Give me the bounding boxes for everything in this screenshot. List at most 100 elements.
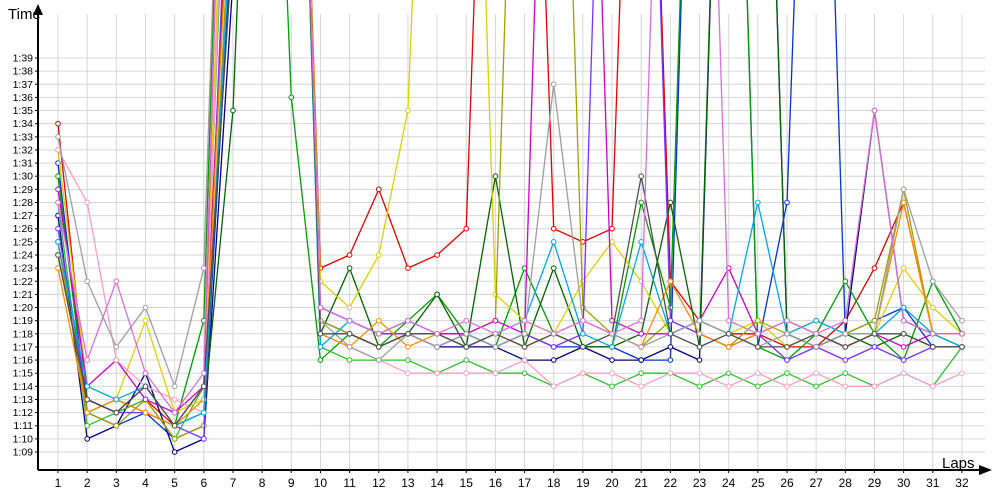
data-point-orchid	[521, 317, 528, 324]
y-tick-label: 1:32	[13, 144, 34, 156]
data-point-lime	[725, 370, 732, 376]
data-point-orchid	[755, 330, 761, 337]
data-point-pink	[696, 370, 703, 376]
data-point-gray	[113, 344, 120, 350]
x-tick-label: 22	[664, 476, 678, 490]
x-tick-label: 3	[113, 476, 120, 490]
y-tick-label: 1:25	[13, 236, 34, 248]
y-tick-label: 1:24	[13, 249, 34, 261]
x-tick-label: 16	[489, 476, 503, 490]
data-point-orange	[84, 409, 90, 416]
x-tick-label: 20	[605, 476, 619, 490]
data-point-cyan	[638, 239, 645, 245]
data-point-cyan	[55, 239, 61, 245]
y-tick-label: 1:09	[13, 446, 34, 458]
x-tick-label: 8	[259, 476, 266, 490]
y-tick-label: 1:30	[13, 171, 34, 183]
data-point-pink	[900, 370, 907, 376]
data-point-dark-gray	[346, 330, 353, 337]
data-point-navy	[609, 357, 615, 363]
data-point-navy	[638, 357, 645, 363]
x-tick-label: 32	[955, 476, 969, 490]
y-axis-title: Time	[8, 6, 41, 23]
data-point-cyan	[113, 396, 120, 403]
data-point-pink	[84, 199, 90, 206]
data-point-dark-green	[434, 291, 440, 298]
data-point-lime	[755, 383, 761, 390]
data-point-orchid	[959, 330, 965, 337]
data-point-gray	[375, 357, 382, 363]
data-point-red	[550, 225, 557, 232]
data-point-gray	[55, 133, 61, 140]
x-tick-label: 9	[288, 476, 295, 490]
data-point-navy	[696, 357, 703, 363]
data-point-orchid	[550, 330, 557, 337]
series-line-green	[57, 0, 963, 427]
data-point-khaki	[113, 422, 120, 429]
data-point-pink	[871, 383, 878, 390]
data-point-dark-gray	[142, 383, 149, 390]
data-point-violet	[900, 357, 907, 363]
data-point-cyan	[317, 344, 324, 350]
data-point-dark-gray	[463, 344, 470, 350]
x-tick-label: 27	[809, 476, 823, 490]
y-tick-label: 1:20	[13, 302, 34, 314]
x-tick-label: 12	[372, 476, 386, 490]
data-point-yellow	[405, 107, 411, 114]
x-tick-label: 26	[780, 476, 794, 490]
data-point-violet	[550, 344, 557, 350]
data-point-cyan	[201, 409, 207, 416]
data-point-red	[55, 120, 61, 127]
data-point-lime	[521, 370, 528, 376]
data-point-orchid	[375, 330, 382, 337]
data-point-gray	[201, 265, 207, 271]
data-point-dark-green	[346, 265, 353, 271]
x-tick-label: 30	[897, 476, 911, 490]
data-point-green	[317, 357, 324, 363]
data-point-orchid	[346, 317, 353, 324]
data-point-green	[842, 278, 849, 285]
data-point-red	[609, 225, 615, 232]
data-point-blue	[667, 357, 674, 363]
data-point-navy	[84, 436, 90, 442]
x-tick-label: 21	[635, 476, 649, 490]
data-point-orchid	[871, 107, 878, 114]
data-point-red	[346, 252, 353, 258]
data-point-navy	[667, 344, 674, 350]
x-tick-label: 7	[230, 476, 237, 490]
x-tick-label: 29	[868, 476, 882, 490]
y-tick-label: 1:27	[13, 210, 34, 222]
data-point-lime	[842, 370, 849, 376]
data-point-orchid	[813, 330, 819, 337]
data-point-gray	[346, 344, 353, 350]
data-point-orchid	[434, 330, 440, 337]
data-point-red	[375, 186, 382, 193]
data-point-dark-gray	[375, 344, 382, 350]
data-point-dark-gray	[959, 344, 965, 350]
series-line-navy	[57, 0, 962, 453]
data-point-red	[463, 225, 470, 232]
series-line-dark-green	[57, 0, 962, 427]
data-point-dark-gray	[755, 344, 761, 350]
data-point-pink	[55, 147, 61, 153]
data-point-green	[55, 173, 61, 179]
x-tick-label: 4	[142, 476, 149, 490]
data-point-gray	[696, 317, 703, 324]
y-tick-label: 1:16	[13, 355, 34, 367]
y-tick-label: 1:19	[13, 315, 34, 327]
data-point-yellow	[142, 317, 149, 324]
data-point-gray	[550, 81, 557, 88]
x-tick-label: 11	[343, 476, 356, 490]
data-point-pink	[550, 383, 557, 390]
data-point-cyan	[755, 199, 761, 206]
data-point-yellow	[492, 291, 499, 298]
data-point-orchid	[405, 317, 411, 324]
y-tick-label: 1:12	[13, 407, 34, 419]
data-point-magenta	[55, 186, 61, 193]
data-point-dark-gray	[638, 173, 645, 179]
data-point-khaki	[171, 436, 178, 442]
data-point-pink	[405, 370, 411, 376]
data-point-orchid	[142, 370, 149, 376]
x-tick-label: 2	[84, 476, 91, 490]
